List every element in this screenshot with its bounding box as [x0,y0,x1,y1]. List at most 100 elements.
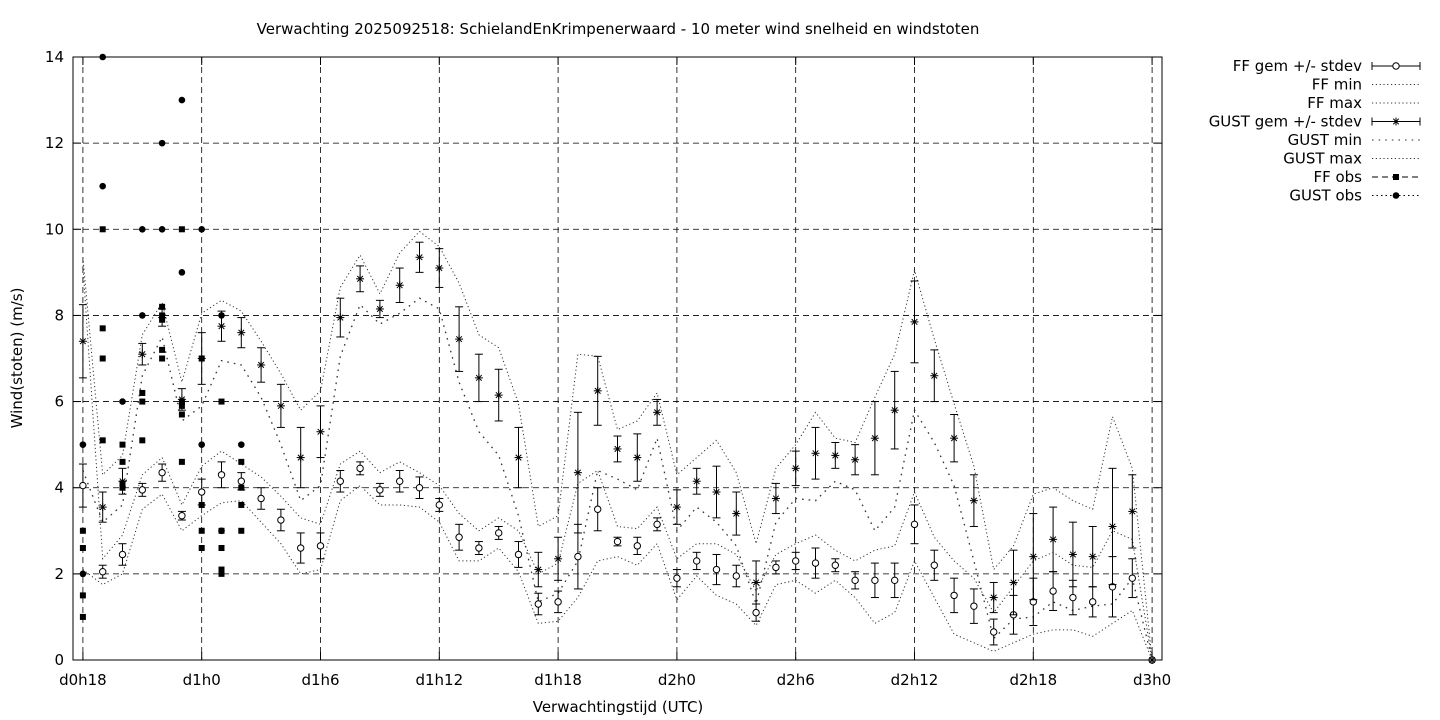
y-tick-label: 4 [54,479,64,497]
ff-obs-point [159,316,166,323]
gust_mean-errorbar [653,398,662,426]
gust_mean-point [752,578,761,587]
x-tick-label: d1h6 [301,671,339,689]
gust_mean-errorbar [870,401,879,476]
ff_mean-point [554,598,562,606]
gust-obs-point [79,441,87,448]
legend-entry-ff_min: FF min [1312,76,1420,94]
gust_mean-point [1049,535,1058,544]
ff_mean-point [732,572,740,580]
gust-obs-point [139,312,146,319]
ff_mean-point [534,600,542,608]
ff_mean-errorbar [257,487,266,510]
gust-obs-point [79,570,87,578]
ff_mean-point [79,481,87,490]
legend-label: GUST min [1288,131,1362,149]
ff_mean-errorbar [316,532,325,560]
ff-obs-point [198,501,205,508]
ff_mean-point [1089,598,1097,606]
gust_mean-point [851,455,860,464]
gust_mean-errorbar [435,248,444,288]
legend-entry-gust_max: GUST max [1283,150,1420,168]
gust_mean-point [455,335,464,344]
gust_mean-point [672,503,681,512]
ff-obs-point [139,398,146,405]
ff-obs-point [218,398,225,405]
ff_mean-errorbar [455,523,464,551]
legend-label: FF max [1307,94,1362,112]
legend-label: FF obs [1313,168,1362,186]
legend-entry-gust_mean: GUST gem +/- stdev [1209,113,1421,131]
x-tick-label: d2h18 [1009,671,1057,689]
ff_mean-errorbar [494,525,503,540]
gust_mean-errorbar [593,355,602,426]
gust_mean-point [1029,552,1038,561]
gust_mean-errorbar [613,435,622,463]
ff_mean-point [772,563,780,572]
legend-marker [1392,117,1400,126]
ff_mean-point [831,561,839,569]
ff_mean-errorbar [356,461,365,476]
gust-obs-point [198,225,205,233]
gust_mean-errorbar [78,304,87,379]
ff-obs-point [79,545,86,552]
gust_mean-point [1108,522,1117,531]
ff_mean-point [792,557,800,565]
plot-frame [72,56,1163,661]
ff_mean-errorbar [138,482,147,497]
gust_mean-errorbar [1128,474,1137,549]
ff_mean-errorbar [633,536,642,555]
legend-entry-ff_obs: FF obs [1313,168,1420,186]
x-tick-label: d3h0 [1133,671,1171,689]
ff-obs-point [99,226,106,233]
ff-obs-point [119,484,126,491]
y-tick-label: 2 [54,565,64,583]
gust_mean-point [831,451,840,460]
ff_mean-errorbar [197,478,206,506]
gust_mean-errorbar [316,405,325,459]
ff_mean-errorbar [831,558,840,573]
ff_mean-point [1128,574,1137,582]
gust_mean-point [890,406,899,415]
ff_mean-errorbar [1128,558,1137,599]
ff_mean-point [356,464,364,473]
ff_mean-errorbar [435,497,444,512]
ff-obs-point [159,312,166,319]
legend-marker [1392,192,1400,199]
gust_mean-point [930,371,939,380]
gust_mean-point [237,328,246,337]
gust-obs-point [178,96,186,104]
ff_min-line [82,484,1153,661]
ff_mean-errorbar [811,547,820,579]
ff-obs-point [119,480,126,487]
ff_mean-point [871,576,879,585]
ff-obs-point [159,346,166,353]
ff-obs-point [178,402,185,409]
gust_mean-errorbar [514,426,523,489]
legend-entry-ff_max: FF max [1307,94,1420,112]
gust-obs-point [178,269,186,276]
gust-obs-point [238,441,245,448]
x-tick-label: d2h6 [777,671,815,689]
ff_mean-point [851,576,859,585]
gust_mean-point [217,322,226,331]
gust_mean-errorbar [554,536,563,581]
ff_mean-errorbar [474,541,483,555]
ff_mean-point [970,602,978,610]
ff_mean-point [653,520,661,529]
ff_mean-errorbar [653,517,662,532]
gust_mean-point [593,386,602,395]
ff_mean-point [574,552,582,561]
gust-obs-point [99,182,106,190]
gust_mean-point [1068,550,1077,559]
errorbar-layer [78,241,1157,664]
x-tick-label: d0h18 [59,671,107,689]
gust_mean-errorbar [138,342,147,366]
ff_mean-errorbar [851,571,860,590]
gust_mean-point [296,453,305,462]
ff-obs-point [79,527,86,534]
gust_mean-errorbar [276,383,285,428]
gust-obs-point [139,225,146,233]
gust_mean-point [336,313,345,322]
ff_mean-errorbar [969,588,978,624]
